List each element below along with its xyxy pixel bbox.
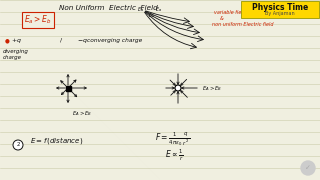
Text: $E_a$: $E_a$ (137, 5, 144, 14)
Text: $E_A > E_B$: $E_A > E_B$ (202, 84, 222, 93)
Text: Non Uniform  Electric  Field: Non Uniform Electric Field (59, 5, 157, 11)
Text: charge: charge (3, 55, 22, 60)
Text: $E_a$: $E_a$ (155, 5, 162, 14)
Bar (241, 1, 319, 18)
Text: ✓: ✓ (305, 165, 311, 171)
Text: By Anjaman: By Anjaman (265, 12, 295, 17)
Text: $E = f\,(distance)$: $E = f\,(distance)$ (30, 136, 83, 147)
Text: $E_a > E_b$: $E_a > E_b$ (24, 14, 52, 26)
Text: 2: 2 (16, 143, 20, 147)
Text: variable field: variable field (214, 10, 246, 15)
Text: non uniform Electric field: non uniform Electric field (212, 22, 274, 27)
Circle shape (175, 85, 181, 91)
Text: /: / (60, 38, 62, 43)
Text: $-q$: $-q$ (77, 37, 88, 45)
Text: &: & (220, 16, 224, 21)
Circle shape (13, 140, 23, 150)
Text: $E \propto \frac{1}{r}$: $E \propto \frac{1}{r}$ (165, 148, 184, 163)
Text: diverging: diverging (3, 49, 29, 54)
Text: converging charge: converging charge (87, 38, 142, 43)
Text: $+q$: $+q$ (11, 36, 22, 45)
Text: $F = \frac{1}{4\pi\varepsilon_0}\,\frac{q}{r^2}$: $F = \frac{1}{4\pi\varepsilon_0}\,\frac{… (155, 131, 190, 148)
Text: Physics Time: Physics Time (252, 3, 308, 12)
Text: $E_A > E_B$: $E_A > E_B$ (72, 109, 92, 118)
Text: ●: ● (5, 38, 10, 43)
Text: $E_b$: $E_b$ (148, 11, 155, 20)
Bar (66, 86, 70, 91)
Circle shape (301, 161, 315, 175)
